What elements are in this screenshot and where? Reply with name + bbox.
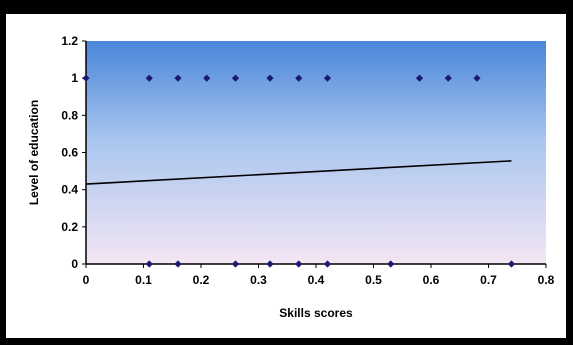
y-tick-label: 1 <box>71 71 78 85</box>
data-point <box>203 74 211 82</box>
x-tick-label: 0.2 <box>193 273 210 287</box>
x-tick-label: 0.8 <box>538 273 555 287</box>
data-point <box>231 74 240 82</box>
y-tick-label: 0 <box>71 257 78 271</box>
x-tick-label: 0.6 <box>423 273 440 287</box>
x-tick-label: 0.3 <box>250 273 267 287</box>
data-point <box>507 260 516 268</box>
data-point <box>473 74 481 82</box>
trendline <box>85 160 512 185</box>
data-point <box>266 74 274 82</box>
y-tick-label: 1.2 <box>61 34 78 48</box>
x-tick-label: 0 <box>83 273 90 287</box>
y-axis-title: Level of education <box>27 100 41 205</box>
scatter-chart: 0 0.1 0.2 0.3 0.4 0.5 0.6 0.7 0.8 0 0.2 0.4 0.6 0.8 1 1… <box>27 34 555 320</box>
chart-frame: 0 0.1 0.2 0.3 0.4 0.5 0.6 0.7 0.8 0 0.2 0.4 0.6 0.8 1 1… <box>6 14 566 338</box>
data-point <box>323 260 332 268</box>
data-point <box>174 74 182 82</box>
data-point <box>145 260 153 268</box>
data-point <box>323 74 332 82</box>
plot-area <box>86 41 546 264</box>
data-point <box>295 74 303 82</box>
data-point <box>415 74 424 82</box>
data-point <box>145 74 153 82</box>
data-point <box>82 74 90 82</box>
x-tick-label: 0.7 <box>480 273 497 287</box>
y-tick-label: 0.8 <box>61 108 78 122</box>
y-tick-label: 0.4 <box>61 183 78 197</box>
x-tick-label: 0.5 <box>365 273 382 287</box>
data-point <box>295 260 303 268</box>
data-point <box>266 260 274 268</box>
data-point <box>444 74 452 82</box>
x-axis-title: Skills scores <box>279 306 353 320</box>
data-point <box>174 260 182 268</box>
x-tick-label: 0.1 <box>135 273 152 287</box>
data-point <box>387 260 395 268</box>
y-tick-label: 0.2 <box>61 220 78 234</box>
data-point <box>231 260 240 268</box>
x-tick-label: 0.4 <box>308 273 325 287</box>
y-tick-label: 0.6 <box>61 146 78 160</box>
